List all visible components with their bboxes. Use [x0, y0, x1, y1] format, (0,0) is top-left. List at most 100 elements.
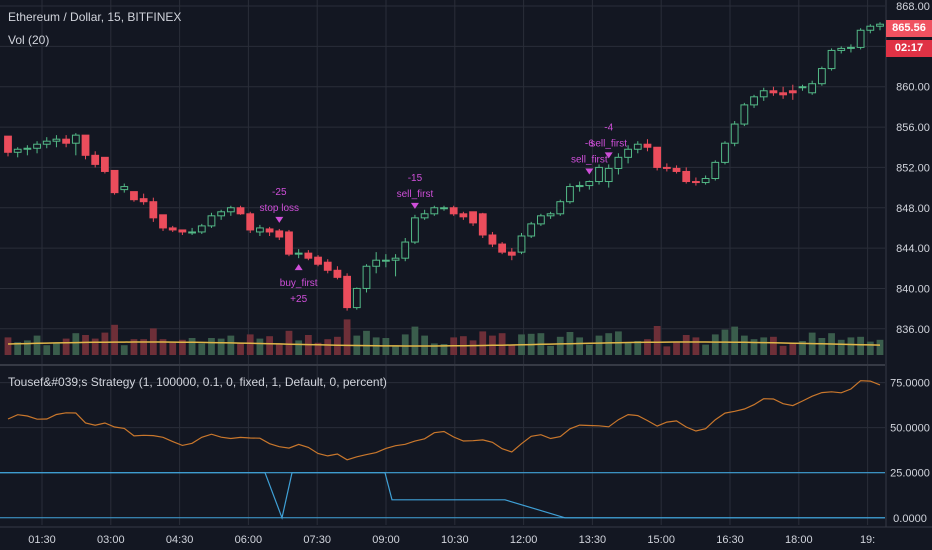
marker-qty: -4	[604, 122, 613, 133]
volume-bar	[673, 342, 680, 355]
marker-qty: +25	[290, 294, 307, 305]
volume-bar	[585, 344, 593, 355]
candle-up	[556, 201, 565, 215]
volume-bar	[208, 338, 215, 355]
price-tick-label: 840.00	[896, 283, 930, 295]
time-tick-label: 06:00	[235, 534, 263, 546]
volume-bar	[624, 342, 632, 355]
volume-bar	[14, 342, 22, 355]
volume-bar	[779, 345, 787, 355]
volume-bars	[4, 319, 884, 355]
volume-bar	[595, 335, 603, 355]
candle-down	[62, 138, 71, 144]
candle-down	[498, 243, 507, 253]
volume-bar	[605, 333, 613, 355]
candle-up	[876, 23, 884, 27]
candle-down	[672, 167, 681, 172]
time-tick-label: 09:00	[372, 534, 400, 546]
volume-bar	[653, 326, 661, 355]
time-tick-label: 03:00	[97, 534, 125, 546]
candle-up	[721, 142, 729, 163]
volume-bar	[130, 339, 138, 355]
candle-up	[798, 86, 807, 89]
volume-bar	[111, 324, 118, 355]
candle-down	[178, 229, 187, 233]
volume-ma-line	[7, 341, 881, 347]
strategy-tick-label: 75.0000	[890, 378, 930, 390]
candle-up	[226, 207, 235, 213]
volume-bar	[692, 337, 700, 355]
volume-bar	[363, 330, 370, 355]
candle-down	[100, 156, 109, 172]
volume-bar	[440, 344, 448, 355]
volume-bar	[62, 338, 70, 355]
candle-up	[740, 104, 749, 125]
sell-arrow-marker	[585, 168, 594, 175]
candle-down	[168, 227, 177, 231]
candle-up	[837, 47, 846, 51]
volume-bar	[634, 341, 642, 355]
volume-bar	[256, 338, 264, 355]
volume-bar	[644, 339, 651, 355]
candle-down	[653, 146, 662, 168]
volume-bar	[430, 343, 438, 355]
time-tick-label: 18:00	[785, 534, 813, 546]
marker-qty: -6	[585, 139, 594, 150]
candle-down	[343, 275, 352, 309]
candlesticks[interactable]	[4, 22, 884, 311]
candle-up	[701, 178, 710, 184]
marker-label: buy_first	[280, 278, 318, 289]
candle-up	[866, 25, 875, 31]
sell-arrow-marker	[275, 216, 284, 223]
volume-bar	[392, 345, 399, 355]
candle-up	[856, 29, 865, 48]
sell-arrow-marker	[604, 152, 613, 159]
candle-up	[197, 225, 206, 233]
candle-down	[488, 234, 497, 245]
strategy-tick-label: 50.0000	[890, 423, 930, 435]
candle-up	[827, 49, 836, 70]
candle-up	[546, 213, 555, 217]
volume-bar	[237, 343, 244, 355]
candle-down	[769, 90, 778, 94]
candle-down	[285, 231, 293, 255]
price-tick-label: 856.00	[896, 122, 930, 134]
candle-down	[304, 252, 313, 259]
candle-up	[294, 252, 303, 255]
volume-bar	[556, 336, 564, 355]
candle-up	[391, 257, 400, 261]
volume-bar	[857, 336, 865, 355]
volume-bar	[401, 334, 409, 355]
volume-bar	[324, 339, 332, 355]
candle-up	[120, 186, 129, 191]
candle-up	[759, 90, 768, 98]
candle-up	[595, 166, 603, 183]
candle-up	[817, 68, 826, 85]
candle-down	[246, 213, 255, 231]
candle-up	[188, 231, 196, 234]
volume-bar	[246, 334, 254, 355]
strategy-tick-label: 0.0000	[893, 513, 927, 525]
price-tick-label: 852.00	[896, 162, 930, 174]
time-tick-label: 13:30	[579, 534, 607, 546]
candle-down	[265, 228, 274, 233]
last-price-badge: 865.56	[886, 20, 932, 37]
volume-bar	[663, 346, 671, 355]
candle-up	[33, 143, 41, 149]
marker-label: sell_first	[397, 189, 434, 200]
volume-bar	[469, 340, 477, 355]
marker-qty: -15	[408, 173, 423, 184]
volume-bar	[411, 326, 419, 355]
candle-down	[662, 166, 671, 169]
candle-up	[536, 215, 545, 225]
volume-bar	[23, 340, 31, 355]
candle-down	[449, 207, 458, 215]
time-tick-label: 01:30	[28, 534, 56, 546]
candle-up	[23, 147, 32, 150]
marker-qty: -25	[272, 187, 287, 198]
candle-down	[130, 191, 138, 201]
volume-bar	[731, 326, 739, 355]
candle-up	[52, 138, 61, 142]
